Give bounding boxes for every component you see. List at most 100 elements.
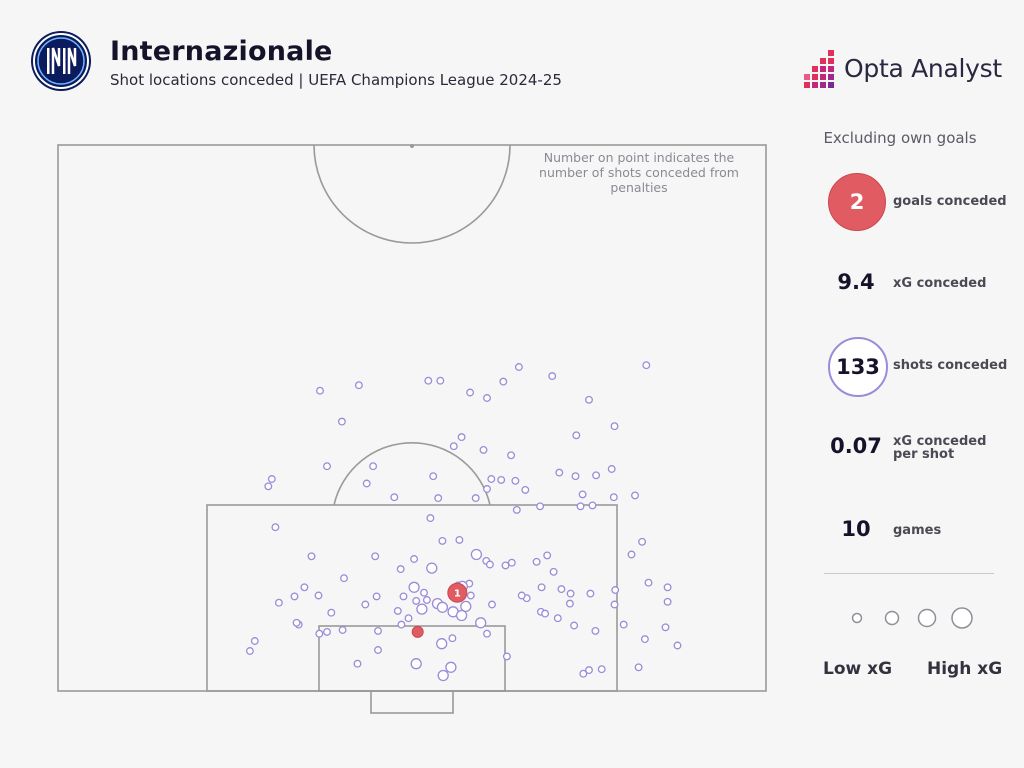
centre-circle [313,144,511,244]
shot-point [512,505,521,514]
shot-point [576,502,585,511]
shot-point [536,502,545,511]
shots-layer [245,361,682,682]
shot-point [437,669,449,682]
shot-point [579,669,588,678]
shot-point [673,641,682,650]
shot-point [663,597,672,606]
shot-point [631,491,639,500]
shot-point [555,468,564,477]
shot-point [466,388,475,397]
shot-point [507,558,516,567]
shot-point [445,661,457,673]
six-yard-box [318,625,506,692]
sidebar-title: Excluding own goals [823,129,977,147]
shot-point [466,591,475,600]
shot-point [399,592,408,601]
shot-point [337,417,346,426]
xg-conceded-label: xG conceded [893,276,987,291]
shot-point [537,583,546,592]
shot-point [627,550,636,559]
shot-point [514,363,523,371]
goal [370,690,454,714]
shot-point [475,617,487,629]
shot-point [267,475,276,483]
shot-point [372,592,381,601]
shot-point [369,462,378,471]
shot-point [436,601,449,613]
shot-point [487,475,496,483]
shot-point [426,562,438,574]
shot-point [361,600,370,609]
shot-point [572,431,581,440]
shot-point [597,665,606,674]
centre-spot [410,144,414,148]
shot-point [644,578,653,587]
shot-point [541,609,550,618]
shot-point [543,551,552,560]
shot-point [396,565,405,574]
shot-point [610,422,619,431]
games-label: games [893,523,942,538]
shot-point [532,557,541,566]
shot-point [426,514,435,523]
opta-bars-icon [804,50,834,88]
shot-point [548,372,557,381]
shot-point [436,376,445,385]
shot-point [497,475,506,484]
shot-point [245,647,254,655]
shot-point [457,433,466,442]
penalty-arc [333,442,491,506]
shot-point [424,376,433,385]
shot-point [592,471,601,480]
shot-point [455,535,464,544]
shot-point [410,658,422,670]
shot-point [404,614,413,623]
shot-point [397,620,406,629]
goals-conceded-label: goals conceded [893,194,1007,209]
shot-point [479,445,488,454]
shot-point [271,523,280,532]
shot-point [371,552,380,561]
shot-point [314,591,323,600]
shot-point [483,485,491,493]
shot-point [362,479,371,488]
shots-conceded-value: 133 [828,337,888,397]
shot-point [578,490,587,499]
shot-point [338,626,347,634]
shot-point [638,537,647,546]
header: Internazionale Shot locations conceded |… [0,0,1024,110]
penalty-note: Number on point indicates the number of … [539,150,739,195]
shot-point [517,591,526,600]
shot-point [488,600,496,609]
shot-point [290,592,299,601]
shot-point [640,635,649,644]
shot-point [549,567,558,576]
page-subtitle: Shot locations conceded | UEFA Champions… [110,71,562,89]
shot-point [250,637,259,645]
shot-point [449,442,458,451]
games-value: 10 [841,517,871,541]
shot-point [408,581,420,593]
shot-point [634,663,643,672]
shot-point [588,501,597,510]
pitch-lines [57,144,767,714]
shot-point [410,555,419,563]
shot-point [390,493,399,502]
shot-point [460,600,472,613]
shot-point [591,626,600,635]
shot-point [393,606,402,615]
legend-low-xg: Low xG [823,659,893,679]
brand-name: Opta Analyst [844,54,1002,83]
shot-point [438,536,447,545]
shot-point [412,596,421,605]
shots-conceded-label: shots conceded [893,358,1008,373]
pitch-outline [57,144,767,692]
penalty-count-label: 1 [454,589,461,600]
shot-point [264,482,273,491]
shot-point [455,609,468,622]
shot-point [610,600,619,609]
shot-point [470,548,483,561]
goals-layer: 1 [411,582,468,638]
shot-point [436,638,448,650]
